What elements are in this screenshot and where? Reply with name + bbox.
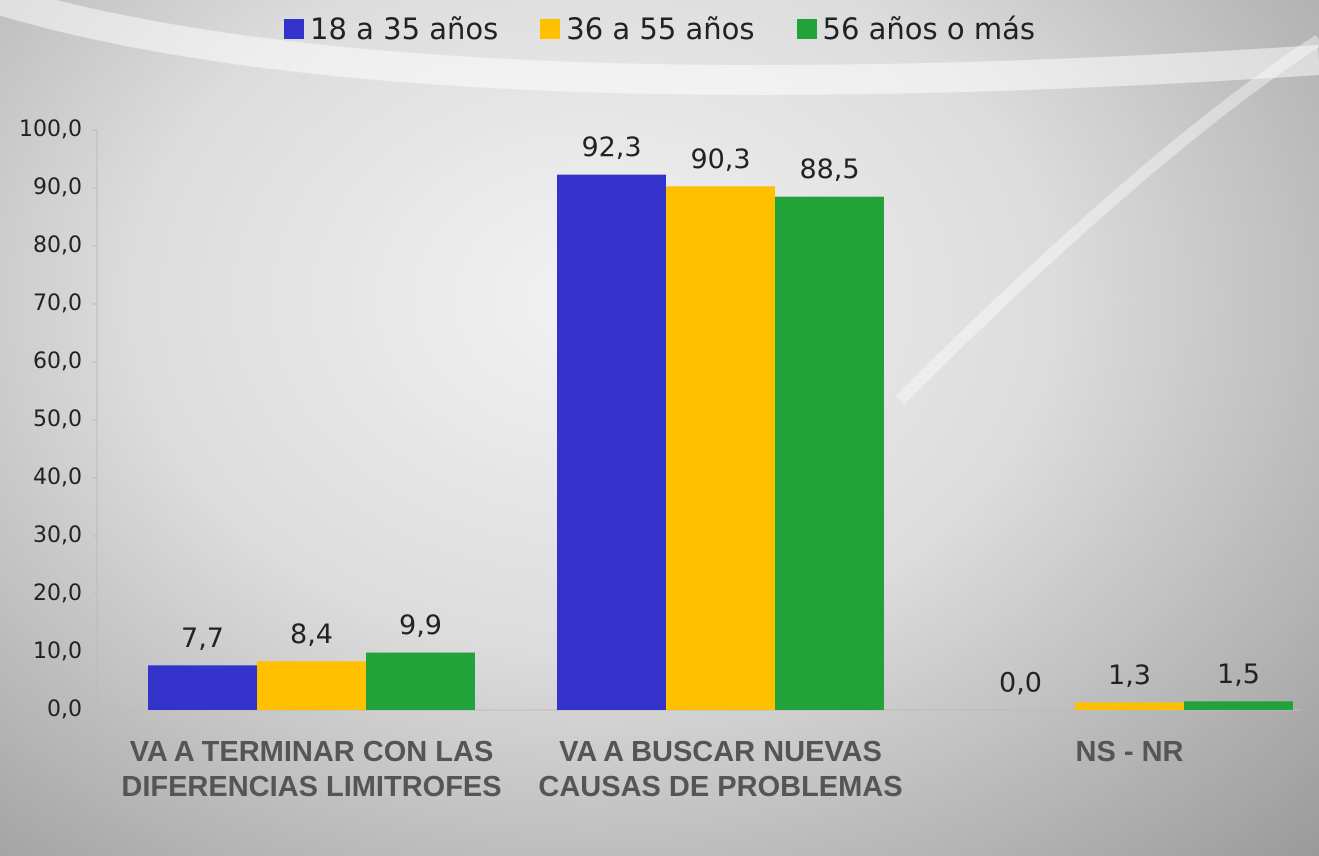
- legend-label: 56 años o más: [822, 12, 1035, 46]
- data-label: 1,5: [1217, 659, 1260, 690]
- legend-label: 18 a 35 años: [310, 12, 499, 46]
- y-tick-label: 100,0: [19, 117, 82, 142]
- bar: [148, 665, 257, 710]
- y-tick-label: 20,0: [33, 581, 82, 606]
- legend-swatch: [796, 19, 817, 39]
- background-swoosh: [0, 0, 1319, 95]
- y-tick-label: 70,0: [33, 291, 82, 316]
- legend-item: 36 a 55 años: [540, 12, 755, 46]
- data-label: 9,9: [399, 610, 442, 641]
- bar: [666, 186, 775, 710]
- y-tick-label: 60,0: [33, 349, 82, 374]
- data-label: 88,5: [799, 154, 859, 185]
- legend-label: 36 a 55 años: [566, 12, 755, 46]
- background-swoosh: [895, 34, 1319, 405]
- x-tick-label: VA A BUSCAR NUEVAS CAUSAS DE PROBLEMAS: [538, 736, 903, 803]
- bar: [557, 174, 666, 710]
- legend-item: 56 años o más: [796, 12, 1035, 46]
- data-label: 7,7: [181, 623, 224, 654]
- legend-swatch: [284, 19, 305, 39]
- bar: [1184, 701, 1293, 710]
- data-label: 0,0: [999, 668, 1042, 699]
- bar: [775, 196, 884, 710]
- x-tick-label: VA A TERMINAR CON LAS DIFERENCIAS LIMITR…: [121, 736, 502, 803]
- y-tick-label: 30,0: [33, 523, 82, 548]
- data-label: 92,3: [581, 132, 641, 163]
- bar: [366, 652, 475, 710]
- data-label: 8,4: [290, 619, 333, 650]
- legend-swatch: [540, 19, 561, 39]
- data-label: 90,3: [690, 144, 750, 175]
- data-label: 1,3: [1108, 660, 1151, 691]
- y-tick-label: 90,0: [33, 175, 82, 200]
- legend: 18 a 35 años 36 a 55 años 56 años o más: [0, 12, 1319, 46]
- y-tick-label: 80,0: [33, 233, 82, 258]
- legend-item: 18 a 35 años: [284, 12, 498, 46]
- y-tick-label: 10,0: [33, 639, 82, 664]
- bar: [1075, 702, 1184, 710]
- y-tick-label: 50,0: [33, 407, 82, 432]
- bar: [257, 661, 366, 710]
- y-tick-label: 0,0: [47, 697, 82, 722]
- y-tick-label: 40,0: [33, 465, 82, 490]
- x-tick-label: NS - NR: [1075, 736, 1184, 768]
